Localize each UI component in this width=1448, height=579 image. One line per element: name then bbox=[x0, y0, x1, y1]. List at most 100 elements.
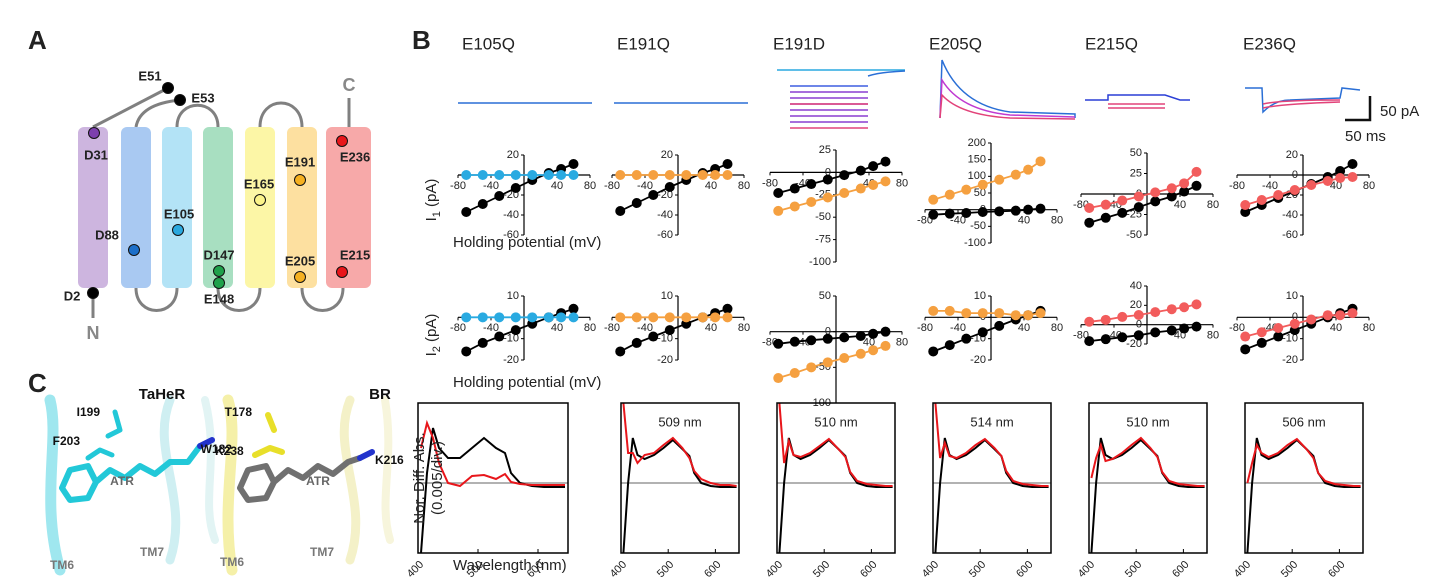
x-tick-label: -80 bbox=[1229, 322, 1245, 334]
data-point bbox=[1084, 336, 1095, 347]
plot-frame bbox=[1088, 402, 1208, 554]
x-tick-label: 80 bbox=[1363, 180, 1375, 192]
panel-label: C bbox=[28, 368, 47, 398]
structure-label: K216 bbox=[375, 453, 404, 467]
terminus-label: N bbox=[87, 323, 100, 343]
series-line bbox=[934, 402, 1049, 487]
data-point bbox=[1179, 302, 1190, 313]
y-tick-label: 20 bbox=[507, 149, 519, 161]
retinal bbox=[357, 449, 375, 461]
y-tick-label: -20 bbox=[1282, 354, 1298, 366]
residues: D31 D88 E105 D147 E148 E165 E191 E205 E236 E215 E5… bbox=[64, 68, 371, 306]
data-point bbox=[1035, 203, 1046, 214]
x-tick-label: -80 bbox=[917, 215, 933, 227]
loop bbox=[134, 287, 179, 312]
data-point bbox=[615, 312, 626, 323]
data-point bbox=[1100, 334, 1111, 345]
y-tick-label: 0 bbox=[1292, 311, 1298, 323]
y-tick-label: 0 bbox=[1292, 169, 1298, 181]
x-tick-label: -40 bbox=[950, 215, 966, 227]
helix bbox=[326, 127, 371, 288]
residue-label: E165 bbox=[244, 176, 274, 191]
data-point bbox=[822, 192, 833, 203]
residue-dot bbox=[172, 224, 184, 236]
panel-label: A bbox=[28, 25, 47, 55]
loop bbox=[134, 98, 181, 128]
residue-dot bbox=[87, 287, 99, 299]
data-point bbox=[527, 170, 538, 180]
data-point bbox=[822, 333, 833, 344]
data-point bbox=[722, 159, 733, 169]
data-point bbox=[1289, 318, 1300, 329]
y-tick-label: 20 bbox=[1286, 149, 1298, 161]
ribbon bbox=[201, 396, 219, 544]
data-point bbox=[1084, 316, 1095, 327]
data-point bbox=[1035, 156, 1046, 167]
residue-label: E236 bbox=[340, 149, 370, 164]
data-point bbox=[568, 159, 579, 169]
data-point bbox=[773, 338, 784, 349]
plot-frame bbox=[932, 402, 1052, 554]
y-tick-label: 0 bbox=[1136, 319, 1142, 331]
scale-bar bbox=[1345, 96, 1372, 122]
y-tick-label: 50 bbox=[974, 187, 986, 199]
structure-label: ATR bbox=[110, 474, 134, 488]
data-point bbox=[615, 346, 626, 357]
series-line bbox=[420, 419, 565, 488]
trace bbox=[939, 93, 1076, 120]
series-line bbox=[778, 402, 893, 487]
trace bbox=[1085, 94, 1190, 101]
data-point bbox=[510, 183, 521, 193]
data-point bbox=[1133, 202, 1144, 213]
data-point bbox=[961, 308, 972, 319]
data-point bbox=[568, 170, 579, 180]
data-point bbox=[1347, 159, 1358, 169]
data-point bbox=[461, 312, 472, 323]
ribbon bbox=[159, 395, 181, 565]
side-chain bbox=[85, 409, 123, 461]
y-tick-label: -20 bbox=[657, 354, 673, 366]
helix bbox=[121, 127, 151, 288]
data-point bbox=[1117, 195, 1128, 206]
y-tick-label: -20 bbox=[503, 354, 519, 366]
series-line bbox=[420, 427, 565, 554]
data-point bbox=[880, 326, 891, 337]
y-axis-label: Nor. Diff. Abs. bbox=[411, 432, 428, 523]
data-point bbox=[1023, 204, 1034, 215]
y-tick-label: -20 bbox=[970, 354, 986, 366]
x-tick-label: -40 bbox=[483, 322, 499, 334]
x-tick-label: 80 bbox=[1051, 322, 1063, 334]
y-tick-label: -10 bbox=[1282, 333, 1298, 345]
data-point bbox=[1256, 195, 1267, 205]
y-tick-label: -100 bbox=[809, 256, 831, 268]
structure-label: TM6 bbox=[50, 558, 74, 572]
data-point bbox=[994, 174, 1005, 185]
data-point bbox=[1306, 180, 1317, 190]
data-point bbox=[839, 188, 850, 199]
y-tick-label: -50 bbox=[1126, 229, 1142, 241]
data-point bbox=[928, 194, 939, 205]
x-tick-label: 80 bbox=[896, 177, 908, 189]
mutant-label: E236Q bbox=[1243, 34, 1296, 53]
peak-label: 506 nm bbox=[1282, 414, 1325, 429]
data-point bbox=[664, 170, 675, 180]
helix bbox=[78, 127, 108, 288]
data-point bbox=[1256, 327, 1267, 338]
mutant-label: E191Q bbox=[617, 34, 670, 53]
x-tick-label: 40 bbox=[705, 180, 717, 192]
residue-dot bbox=[174, 94, 186, 106]
peak-label: 510 nm bbox=[1126, 414, 1169, 429]
residue-dot bbox=[213, 277, 225, 289]
mutant-label: E205Q bbox=[929, 34, 982, 53]
data-point bbox=[1023, 310, 1034, 321]
series-line bbox=[1246, 437, 1361, 487]
y-axis-label: I2 (pA) bbox=[423, 314, 443, 357]
data-point bbox=[615, 206, 626, 216]
data-point bbox=[615, 170, 626, 180]
data-point bbox=[1010, 310, 1021, 321]
x-tick-label: -80 bbox=[1229, 180, 1245, 192]
